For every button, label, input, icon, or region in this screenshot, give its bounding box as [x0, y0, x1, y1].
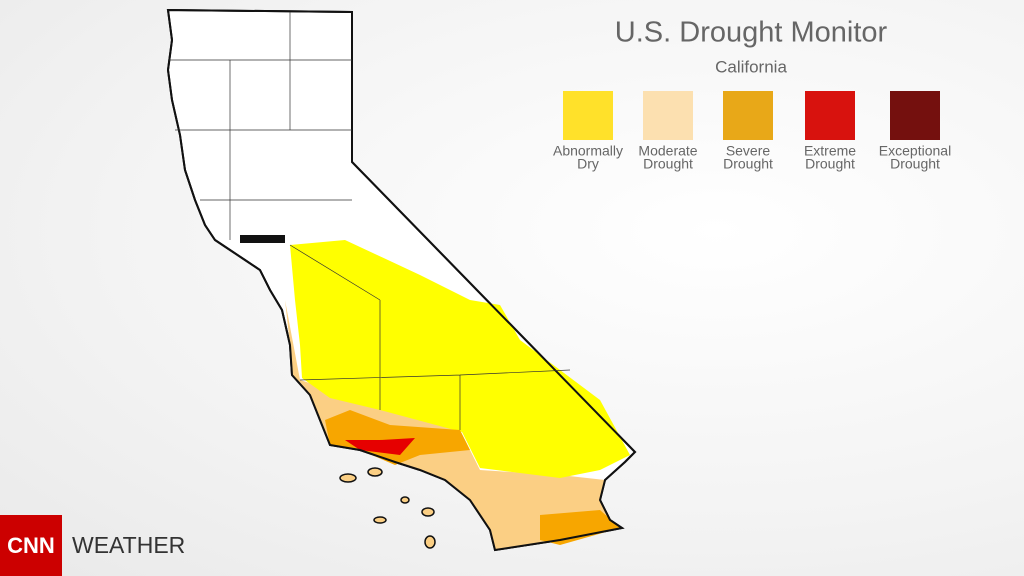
severe-drought-area — [325, 410, 470, 465]
legend-label: Severe — [726, 143, 771, 159]
severe-drought-area — [540, 510, 620, 545]
moderate-drought-area — [285, 300, 622, 550]
legend-label: Exceptional — [879, 143, 951, 159]
legend-label: Moderate — [638, 143, 697, 159]
legend-label: Dry — [577, 156, 599, 172]
abnormally-dry-area — [290, 240, 630, 478]
legend-swatch — [563, 91, 613, 140]
legend-swatch — [805, 91, 855, 140]
logo-box — [0, 515, 62, 576]
legend-label: Drought — [723, 156, 773, 172]
legend-swatch — [890, 91, 940, 140]
extreme-drought-area — [345, 438, 415, 455]
legend-label: Drought — [805, 156, 855, 172]
bay — [240, 235, 285, 243]
legend: AbnormallyDryModerateDroughtSevereDrough… — [553, 91, 951, 172]
subtitle: California — [715, 57, 787, 76]
section-label: WEATHER — [72, 532, 185, 558]
legend-label: Abnormally — [553, 143, 623, 159]
title: U.S. Drought Monitor — [615, 17, 888, 49]
county-lines — [168, 12, 571, 430]
islands — [339, 467, 436, 549]
state-border — [166, 8, 637, 552]
legend-label: Drought — [890, 156, 940, 172]
legend-swatch — [723, 91, 773, 140]
legend-label: Extreme — [804, 143, 856, 159]
logo: CNN — [7, 533, 55, 558]
legend-swatch — [643, 91, 693, 140]
legend-label: Drought — [643, 156, 693, 172]
